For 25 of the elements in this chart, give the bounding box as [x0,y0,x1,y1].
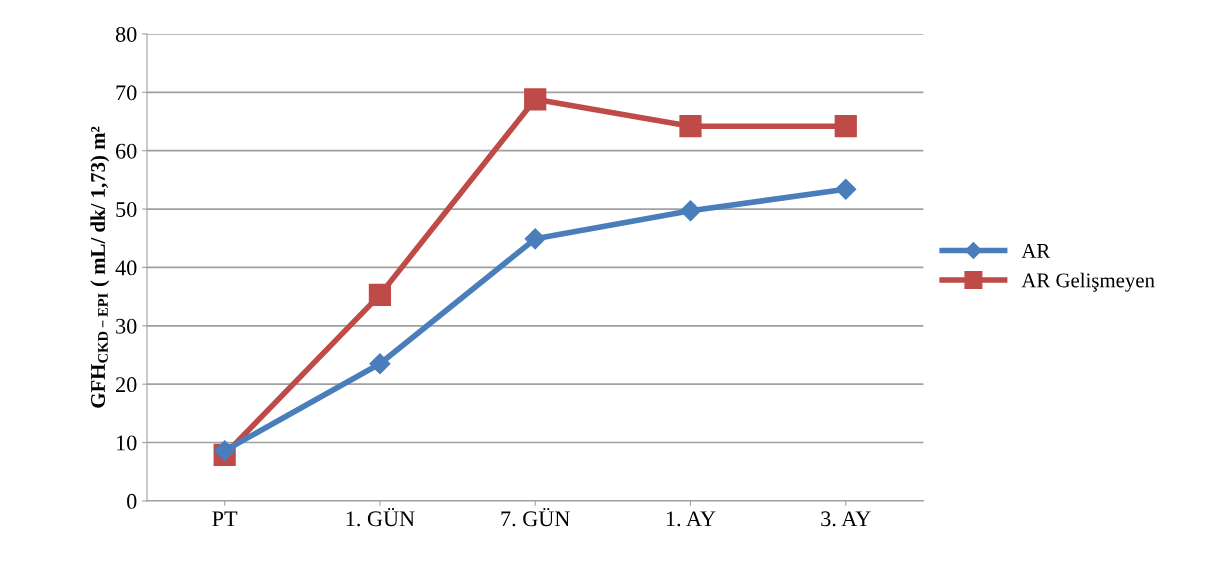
legend-label: AR Gelişmeyen [1021,272,1155,292]
y-tick-label: 70 [116,85,137,101]
point [524,228,546,250]
x-tick-label: 3. AY [821,511,871,527]
x-tick-label: PT [212,511,238,527]
y-tick-label: 0 [127,493,137,509]
y-tick-label: 10 [117,435,137,451]
legend-label: AR [1021,244,1051,258]
point [368,283,392,306]
x-tick-label: 1. AY [666,511,716,527]
x-tick-label: 1. GÜN [346,508,415,527]
y-tick-label: 40 [115,260,137,276]
point [679,200,702,222]
y-axis-title: GFH$_{CKD−EPI}$ ( mL/ dk/ 1,73) m² [90,126,110,408]
point [834,115,857,138]
point [369,353,391,375]
y-tick-label: 30 [116,318,137,334]
point [524,88,547,111]
x-tick-label: 7. GÜN [501,508,570,527]
y-tick-label: 50 [116,202,137,217]
point [835,178,857,200]
point [679,115,702,138]
y-tick-label: 20 [116,377,137,393]
y-tick-label: 60 [116,143,137,159]
y-tick-label: 80 [115,26,137,42]
